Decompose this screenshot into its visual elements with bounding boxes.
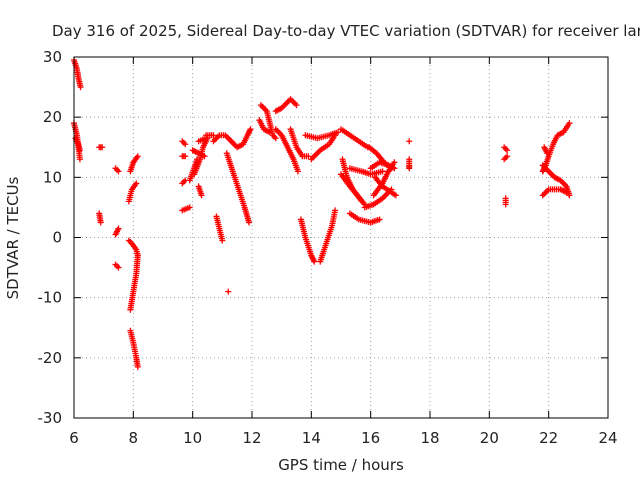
data-point bbox=[272, 135, 279, 142]
data-point bbox=[566, 192, 573, 199]
data-point bbox=[225, 288, 232, 295]
data-point bbox=[127, 306, 134, 313]
data-point bbox=[544, 150, 551, 157]
grid-lines bbox=[74, 57, 608, 418]
y-tick-label: 30 bbox=[43, 48, 62, 66]
data-point bbox=[335, 129, 342, 136]
data-series bbox=[71, 57, 573, 370]
y-tick-label: 10 bbox=[43, 168, 62, 186]
data-point bbox=[203, 135, 210, 142]
data-point bbox=[376, 216, 383, 223]
data-point bbox=[182, 141, 189, 148]
y-tick-label: -20 bbox=[38, 349, 63, 367]
x-axis-label: GPS time / hours bbox=[278, 456, 404, 474]
y-tick-label: -30 bbox=[38, 409, 63, 427]
data-point bbox=[305, 153, 312, 160]
data-point bbox=[247, 126, 254, 133]
data-point bbox=[379, 168, 386, 175]
chart-title: Day 316 of 2025, Sidereal Day-to-day VTE… bbox=[52, 22, 640, 40]
x-tick-label: 8 bbox=[129, 429, 139, 447]
x-tick-label: 12 bbox=[242, 429, 261, 447]
data-point bbox=[134, 153, 141, 160]
data-point bbox=[392, 192, 399, 199]
data-point bbox=[293, 102, 300, 109]
x-tick-label: 10 bbox=[183, 429, 202, 447]
data-point bbox=[115, 225, 122, 232]
data-point bbox=[134, 363, 141, 370]
x-tick-label: 18 bbox=[420, 429, 439, 447]
data-point bbox=[133, 180, 140, 187]
data-point bbox=[198, 192, 205, 199]
data-point bbox=[566, 120, 573, 127]
x-tick-label: 20 bbox=[480, 429, 499, 447]
data-point bbox=[406, 138, 413, 145]
x-tick-label: 14 bbox=[302, 429, 321, 447]
data-point bbox=[76, 147, 83, 154]
x-tick-label: 24 bbox=[598, 429, 617, 447]
x-tick-label: 22 bbox=[539, 429, 558, 447]
y-tick-label: 20 bbox=[43, 108, 62, 126]
data-point bbox=[294, 168, 301, 175]
x-tick-label: 16 bbox=[361, 429, 380, 447]
data-point bbox=[97, 219, 104, 226]
data-point bbox=[99, 144, 106, 151]
data-point bbox=[266, 129, 273, 136]
data-point bbox=[406, 165, 413, 172]
data-point bbox=[563, 189, 570, 196]
data-point bbox=[388, 165, 395, 172]
data-point bbox=[115, 264, 122, 271]
data-point bbox=[219, 237, 226, 244]
x-tick-label: 6 bbox=[69, 429, 79, 447]
y-tick-label: -10 bbox=[38, 289, 63, 307]
data-point bbox=[504, 147, 511, 154]
data-point bbox=[76, 156, 83, 163]
data-point bbox=[332, 207, 339, 214]
data-point bbox=[201, 153, 208, 160]
y-tick-label: 0 bbox=[52, 229, 62, 247]
data-point bbox=[311, 258, 318, 265]
data-point bbox=[77, 84, 84, 91]
y-axis-label: SDTVAR / TECUs bbox=[4, 176, 22, 299]
data-point bbox=[182, 153, 189, 160]
data-point bbox=[186, 204, 193, 211]
data-point bbox=[391, 159, 398, 166]
data-point bbox=[504, 153, 511, 160]
data-point bbox=[115, 168, 122, 175]
data-point bbox=[210, 132, 217, 139]
data-point bbox=[502, 201, 509, 208]
axis-ticks: 6 8 10 12 14 16 18 20 22 24 30 20 10 0 -10 -20 -30 bbox=[38, 48, 618, 447]
data-point bbox=[246, 219, 253, 226]
